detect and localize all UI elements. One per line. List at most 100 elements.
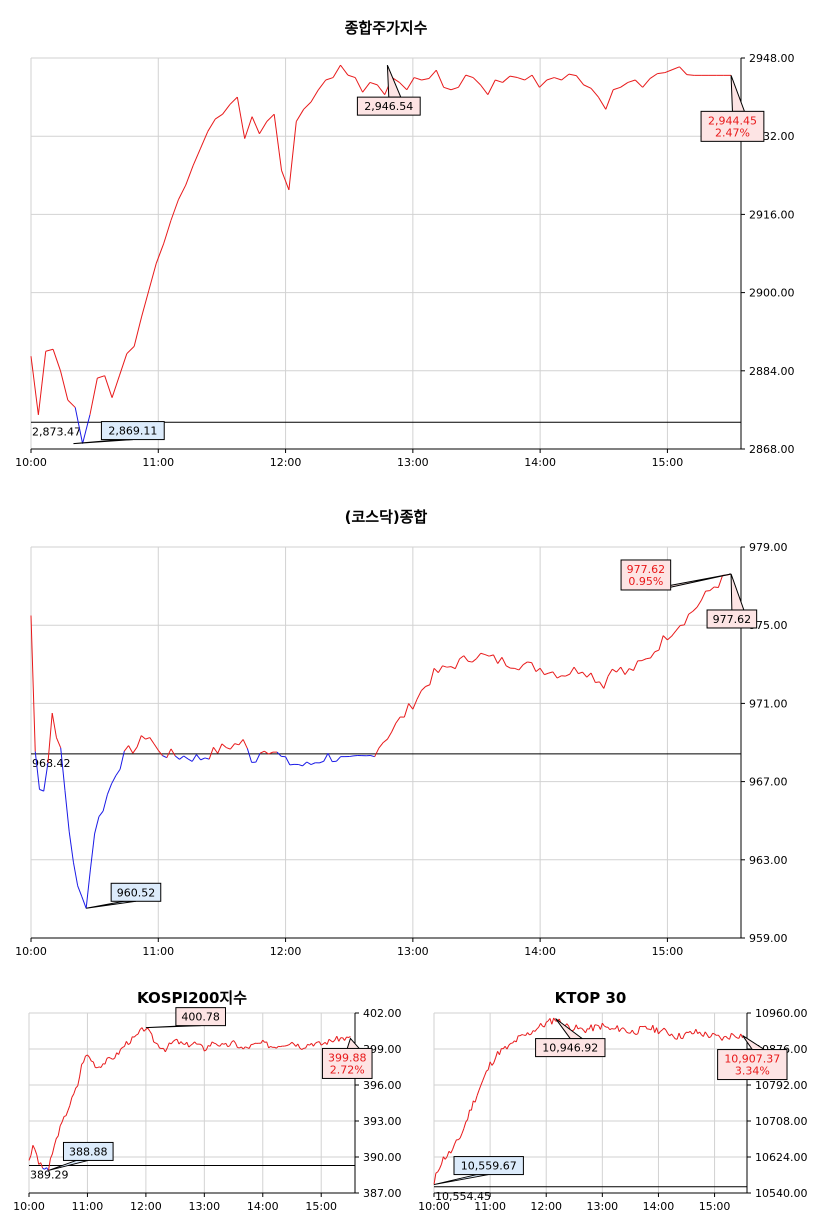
callout-box [110,882,162,902]
series-segment [654,1027,658,1033]
series-segment [412,698,418,710]
series-segment [281,170,290,191]
series-segment [450,666,456,670]
series-segment [285,756,291,766]
series-segment [334,1035,338,1041]
series-segment [543,1022,547,1028]
series-segment [531,662,537,672]
y-tick-label: 10960.00 [755,1007,808,1020]
callout-pointer [730,75,746,112]
series-segment [213,746,219,754]
series-segment [118,1049,122,1055]
series-segment [609,1028,612,1031]
series-segment [536,1026,540,1030]
series-segment [515,1035,519,1043]
series-segment [104,1058,108,1065]
series-segment [480,1080,484,1086]
y-tick-label: 2948.00 [749,52,795,65]
series-segment [512,1040,515,1044]
series-segment [459,1133,463,1139]
series-segment [194,1041,197,1045]
series-segment [676,1032,680,1040]
series-segment [525,1032,528,1036]
series-segment [340,64,349,76]
series-segment [671,1033,674,1037]
series-segment [65,1110,69,1117]
series-segment [246,748,253,763]
series-segment [683,614,690,626]
series-segment [155,243,165,264]
series-segment [688,1030,691,1034]
series-segment [192,148,201,166]
series-segment [83,1055,86,1063]
series-segment [266,1041,270,1049]
series-segment [605,89,614,110]
series-segment [524,74,533,81]
callout: 399.882.72% [321,1037,373,1079]
callout-pointer [86,900,137,909]
series-segment [145,1027,149,1030]
series-segment [461,1128,465,1134]
series-segment [599,681,605,689]
series-segment [457,74,467,88]
series-segment [399,82,408,91]
chart-title: 종합주가지수 [345,19,428,37]
callout: 10,559.67 [433,1156,524,1186]
callout-label: 0.95% [628,575,663,588]
series-segment [582,671,588,678]
series-segment [556,675,562,679]
series-segment [153,743,159,751]
series-segment [209,1041,213,1047]
series-segment [454,658,460,669]
series-segment [497,657,503,664]
series-segment [306,761,312,766]
series-segment [660,1029,663,1032]
series-segment [200,757,206,761]
series-segment [603,1025,607,1028]
series-segment [474,1095,478,1103]
series-segment [568,73,577,77]
callout-label: 2,944.45 [708,114,757,127]
series-segment [532,1030,536,1032]
series-segment [100,1063,104,1068]
series-segment [470,1100,474,1111]
series-segment [476,652,482,659]
series-segment [467,660,473,663]
series-segment [141,1027,145,1032]
series-segment [506,1045,510,1050]
series-segment [495,1051,499,1058]
series-segment [128,1042,131,1046]
series-segment [403,703,410,718]
series-segment [264,1041,267,1043]
series-segment [186,1042,190,1048]
series-segment [190,1043,193,1046]
x-tick-label: 15:00 [305,1200,337,1213]
series-segment [439,1164,442,1169]
series-segment [549,1018,553,1025]
series-segment [270,1046,273,1048]
series-segment [581,1027,585,1031]
series-segment [248,1044,252,1049]
series-segment [238,739,244,746]
series-segment [370,755,375,758]
series-segment [378,742,384,749]
x-tick-label: 11:00 [72,1200,104,1213]
series-segment [573,1024,577,1030]
series-segment [535,667,541,672]
series-segment [734,1036,738,1039]
series-segment [607,668,613,677]
series-segment [185,165,194,186]
series-segment [176,1039,180,1045]
series-segment [573,666,579,674]
series-segment [391,722,397,733]
series-segment [96,1066,100,1069]
series-segment [89,833,96,870]
series-segment [68,831,74,863]
series-segment [229,96,238,105]
series-segment [97,375,105,379]
series-segment [67,399,76,408]
series-segment [170,748,176,757]
series-segment [61,1116,65,1123]
series-segment [239,1046,242,1049]
